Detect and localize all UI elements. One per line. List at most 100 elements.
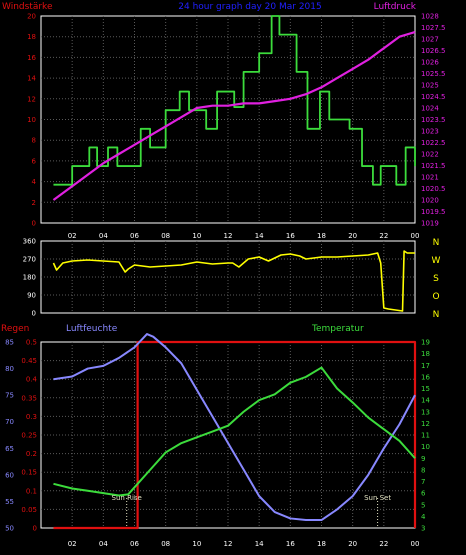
- y-tick-label: 5: [421, 501, 425, 509]
- y-tick-label: 19: [421, 339, 430, 347]
- y-tick-label: 1025.5: [421, 70, 446, 78]
- wind-direction-line: [52, 250, 415, 312]
- compass-label: S: [433, 274, 439, 284]
- y-tick-label: 4: [32, 178, 37, 186]
- y-tick-label: 75: [5, 392, 14, 400]
- y-tick-label: 1025: [421, 82, 439, 90]
- y-tick-label: 1020.5: [421, 185, 446, 193]
- y-tick-label: 1023: [421, 128, 439, 136]
- y-tick-label: 90: [27, 292, 36, 300]
- compass-label: N: [433, 238, 440, 248]
- x-tick-label: 22: [379, 540, 388, 548]
- y-tick-label: 0.5: [26, 339, 37, 347]
- temperatur-label: Temperatur: [311, 324, 364, 334]
- x-tick-label: 02: [68, 540, 77, 548]
- rain-x-ticks: 02 04 06 08 10 12 14 16 18 20 22 00: [68, 540, 420, 548]
- x-tick-label: 12: [224, 540, 233, 548]
- x-tick-label: 06: [130, 540, 139, 548]
- temperature-line: [53, 366, 416, 497]
- sunset-label: Sun Set: [364, 494, 391, 502]
- pressure-y-ticks: 1019 1019.5 1020 1020.5 1021 1021.5 1022 1022.5…: [421, 13, 446, 228]
- y-tick-label: 80: [5, 365, 14, 373]
- x-tick-label: 14: [255, 232, 264, 240]
- chart-title: 24 hour graph day 20 Mar 2015: [178, 2, 321, 12]
- compass-label: O: [432, 292, 439, 302]
- y-tick-label: 12: [27, 95, 36, 103]
- y-tick-label: 60: [5, 471, 14, 479]
- wind-direction-series: [52, 250, 415, 312]
- y-tick-label: 0.35: [21, 394, 37, 402]
- x-tick-label: 14: [255, 540, 264, 548]
- y-tick-label: 55: [5, 498, 14, 506]
- y-tick-label: 0.2: [26, 450, 37, 458]
- y-tick-label: 13: [421, 408, 430, 416]
- y-tick-label: 2: [32, 199, 36, 207]
- x-tick-label: 02: [68, 232, 77, 240]
- y-tick-label: 14: [27, 75, 36, 83]
- x-tick-label: 04: [99, 232, 108, 240]
- y-tick-label: 16: [27, 54, 36, 62]
- luftdruck-label: Luftdruck: [374, 2, 417, 12]
- sunrise-label: Sun Rise: [112, 494, 142, 502]
- y-tick-label: 12: [421, 420, 430, 428]
- y-tick-label: 16: [421, 373, 430, 381]
- y-tick-label: 18: [27, 33, 36, 41]
- x-tick-label: 16: [286, 540, 295, 548]
- x-tick-label: 06: [130, 232, 139, 240]
- wind-pressure-panel: 02 4 6 8 10 12 14 16 18 20 10191019.510201020.510…: [2, 2, 446, 240]
- y-tick-label: 1024: [421, 105, 439, 113]
- x-tick-label: 04: [99, 540, 108, 548]
- y-tick-label: 1019.5: [421, 208, 446, 216]
- x-tick-label: 10: [192, 232, 201, 240]
- rain-humidity-temperature-panel: 00.050.10.150.20.250.30.350.40.450.5 505…: [1, 324, 430, 548]
- y-tick-label: 85: [5, 339, 14, 347]
- y-tick-label: 0.25: [21, 432, 37, 440]
- y-tick-label: 180: [23, 274, 36, 282]
- y-tick-label: 8: [32, 137, 36, 145]
- humidity-y-ticks: 50 55 60 65 70 75 80 85: [5, 339, 14, 533]
- x-tick-label: 00: [411, 540, 420, 548]
- humidity-line: [53, 333, 416, 522]
- rain-humidity-temperature-grid: [41, 342, 415, 528]
- x-tick-label: 16: [286, 232, 295, 240]
- y-tick-label: 1022: [421, 151, 439, 159]
- y-tick-label: 70: [5, 418, 14, 426]
- y-tick-label: 1028: [421, 13, 439, 21]
- y-tick-label: 10: [421, 443, 430, 451]
- wind-pressure-series: [52, 15, 416, 201]
- y-tick-label: 0.45: [21, 357, 37, 365]
- compass-label: W: [432, 256, 441, 266]
- x-tick-label: 08: [161, 540, 170, 548]
- y-tick-label: 50: [5, 525, 14, 533]
- rain-y-ticks: 0 0.05 0.1 0.15 0.2 0.25 0.3 0.35 0.4 0.45 0.5: [21, 339, 37, 533]
- y-tick-label: 1027: [421, 36, 439, 44]
- x-tick-label: 08: [161, 232, 170, 240]
- y-tick-label: 0: [33, 525, 37, 533]
- wind-pressure-grid: [41, 16, 415, 223]
- y-tick-label: 360: [23, 238, 36, 246]
- x-tick-label: 18: [317, 540, 326, 548]
- x-tick-label: 20: [348, 232, 357, 240]
- rain-line: [53, 340, 417, 530]
- wind-direction-grid: [41, 241, 415, 313]
- y-tick-label: 4: [421, 513, 426, 521]
- y-tick-label: 18: [421, 350, 430, 358]
- y-tick-label: 6: [421, 490, 426, 498]
- y-tick-label: 1024.5: [421, 93, 446, 101]
- y-tick-label: 0.15: [21, 469, 37, 477]
- y-tick-label: 17: [421, 362, 430, 370]
- x-tick-label: 12: [224, 232, 233, 240]
- luftfeuchte-label: Luftfeuchte: [66, 324, 118, 334]
- wind-y-ticks: 0 2 4 6 8 10 12 14 16 18 20: [27, 13, 36, 228]
- y-tick-label: 1026: [421, 59, 439, 67]
- y-tick-label: 6: [32, 157, 37, 165]
- y-tick-label: 20: [27, 13, 36, 21]
- y-tick-label: 3: [421, 525, 425, 533]
- y-tick-label: 11: [421, 432, 430, 440]
- y-tick-label: 8: [421, 466, 425, 474]
- y-tick-label: 10: [27, 116, 36, 124]
- y-tick-label: 0.3: [26, 413, 37, 421]
- x-tick-label: 00: [411, 232, 420, 240]
